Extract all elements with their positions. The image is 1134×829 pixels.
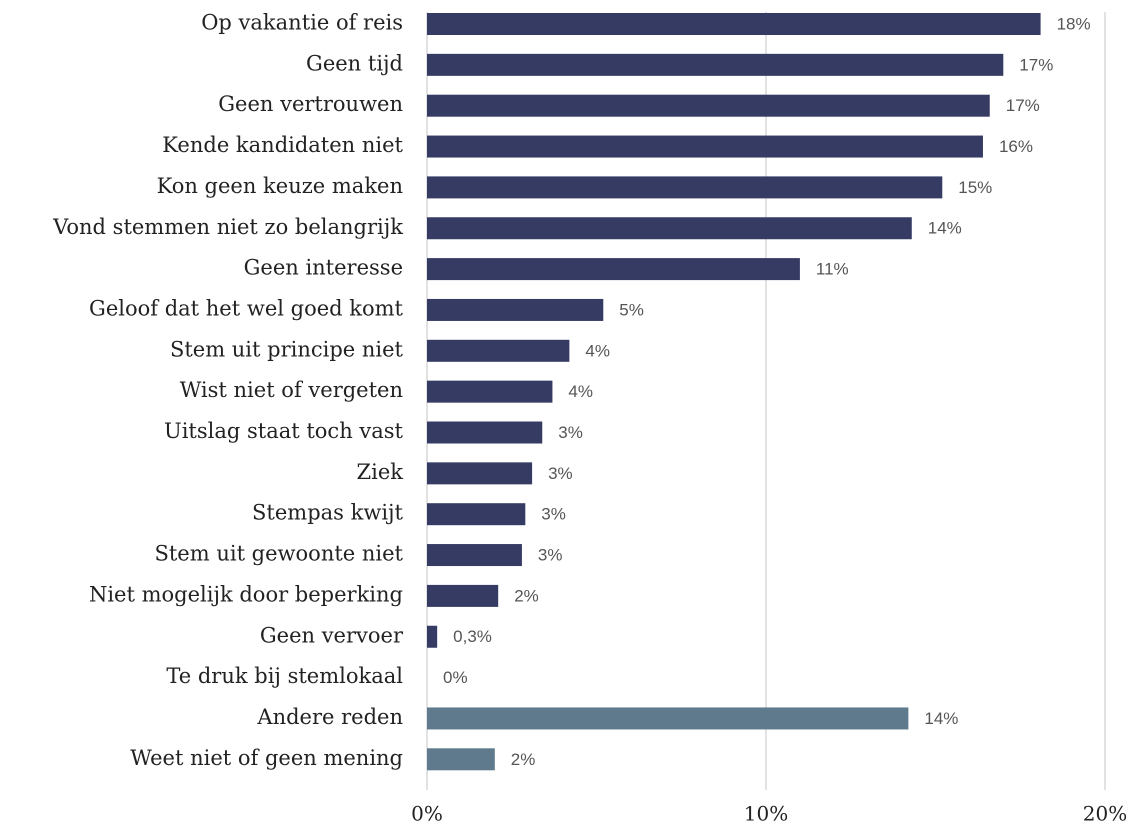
bar xyxy=(427,135,983,158)
y-tick-label: Geen tijd xyxy=(306,51,403,75)
value-label: 3% xyxy=(558,423,583,442)
value-label: 4% xyxy=(568,382,593,401)
y-tick-label: Te druk bij stemlokaal xyxy=(166,664,403,688)
bar xyxy=(427,707,909,730)
bar xyxy=(427,53,1004,76)
x-tick-label: 10% xyxy=(744,802,788,826)
bar xyxy=(427,544,522,567)
value-label: 0% xyxy=(443,668,468,687)
bar xyxy=(427,625,438,648)
value-label: 17% xyxy=(1006,96,1040,115)
value-label: 2% xyxy=(514,586,539,605)
bar xyxy=(427,584,499,607)
value-label: 5% xyxy=(619,300,644,319)
value-label: 16% xyxy=(999,137,1033,156)
bar xyxy=(427,258,800,281)
bar xyxy=(427,217,912,240)
y-tick-label: Stempas kwijt xyxy=(252,501,404,525)
y-tick-label: Stem uit gewoonte niet xyxy=(154,542,403,566)
y-tick-label: Kende kandidaten niet xyxy=(162,133,403,157)
value-label: 0,3% xyxy=(453,627,492,646)
bar xyxy=(427,339,570,362)
bar xyxy=(427,94,990,117)
y-tick-label: Vond stemmen niet zo belangrijk xyxy=(52,215,403,239)
y-tick-label: Stem uit principe niet xyxy=(170,337,404,361)
y-tick-label: Uitslag staat toch vast xyxy=(164,419,404,443)
y-tick-label: Andere reden xyxy=(256,705,403,729)
bar xyxy=(427,462,533,485)
x-tick-label: 20% xyxy=(1083,802,1127,826)
value-label: 4% xyxy=(585,341,610,360)
value-label: 11% xyxy=(816,260,849,279)
bar xyxy=(427,748,495,771)
x-tick-label: 0% xyxy=(411,802,443,826)
value-label: 15% xyxy=(958,178,992,197)
bar xyxy=(427,298,604,321)
value-label: 17% xyxy=(1019,55,1053,74)
value-label: 14% xyxy=(928,219,962,238)
bar xyxy=(427,13,1041,35)
value-label: 18% xyxy=(1057,14,1091,33)
value-label: 2% xyxy=(511,750,536,769)
bar xyxy=(427,176,943,199)
value-label: 3% xyxy=(548,464,573,483)
y-tick-label: Geloof dat het wel goed komt xyxy=(89,296,404,320)
y-tick-label: Geen interesse xyxy=(244,256,403,280)
bar xyxy=(427,421,543,444)
bar xyxy=(427,380,553,403)
value-label: 14% xyxy=(924,709,958,728)
y-tick-label: Kon geen keuze maken xyxy=(157,174,403,198)
y-tick-label: Ziek xyxy=(357,460,404,484)
value-label: 3% xyxy=(538,546,563,565)
y-tick-label: Op vakantie of reis xyxy=(201,11,403,35)
bar xyxy=(427,503,526,526)
y-tick-label: Wist niet of vergeten xyxy=(180,378,403,402)
y-tick-label: Weet niet of geen mening xyxy=(130,746,403,770)
y-tick-label: Niet mogelijk door beperking xyxy=(89,582,403,606)
y-tick-label: Geen vertrouwen xyxy=(218,92,403,116)
value-label: 3% xyxy=(541,505,566,524)
y-tick-label: Geen vervoer xyxy=(260,623,404,647)
